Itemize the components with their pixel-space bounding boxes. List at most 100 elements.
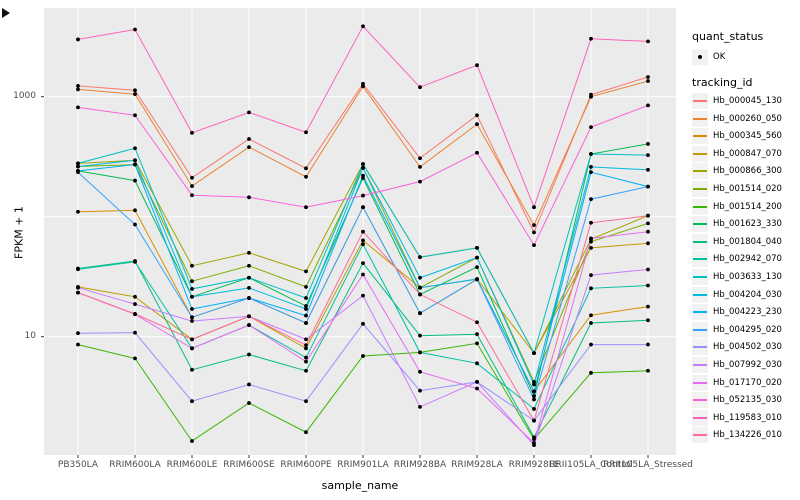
point-marker — [646, 79, 650, 83]
point-marker — [646, 229, 650, 234]
point-marker — [304, 337, 308, 342]
point-marker — [532, 394, 536, 398]
point-marker — [361, 272, 365, 277]
point-marker — [646, 304, 650, 309]
point-marker — [475, 320, 479, 325]
y-tick-label-10: 10 — [24, 331, 36, 341]
point-marker — [418, 156, 422, 161]
point-marker — [76, 267, 80, 272]
point-marker — [304, 368, 308, 373]
series-line-swatch-icon — [692, 163, 708, 180]
point-marker — [418, 350, 422, 355]
x-tick-label: RRIM600SE — [223, 460, 275, 470]
point-marker — [304, 130, 308, 135]
point-marker — [247, 137, 251, 141]
point-marker — [304, 313, 308, 318]
point-marker — [646, 342, 650, 347]
point-marker — [589, 125, 593, 130]
point-marker — [133, 27, 137, 32]
point-marker — [247, 275, 251, 280]
point-marker — [304, 343, 308, 348]
point-marker — [418, 275, 422, 280]
point-marker — [532, 407, 536, 411]
point-marker — [247, 314, 251, 319]
point-marker — [133, 146, 137, 151]
x-tick-label: RRIM901LA — [337, 460, 389, 470]
point-marker — [646, 184, 650, 189]
point-marker — [589, 170, 593, 175]
legend-item-label: Hb_000866_300 — [713, 166, 782, 177]
point-marker — [475, 255, 479, 260]
point-marker — [304, 304, 308, 308]
point-marker — [532, 418, 536, 423]
point-marker — [190, 337, 194, 342]
point-marker — [304, 269, 308, 274]
point-marker — [76, 342, 80, 347]
point-marker — [247, 323, 251, 327]
point-marker — [475, 245, 479, 250]
legend-item-label: Hb_001623_330 — [713, 219, 782, 230]
legend-item-label: Hb_000045_130 — [713, 96, 782, 106]
point-marker — [304, 430, 308, 435]
series-line-swatch-icon — [692, 181, 708, 197]
point-marker — [418, 333, 422, 338]
point-marker — [190, 315, 194, 320]
point-marker — [190, 294, 194, 299]
point-marker — [646, 167, 650, 172]
point-marker — [589, 313, 593, 318]
point-marker — [361, 166, 365, 170]
point-marker — [133, 113, 137, 118]
point-marker — [190, 175, 194, 180]
point-marker — [133, 260, 137, 264]
legend-item-label: Hb_052135_030 — [713, 395, 782, 406]
point-marker — [646, 103, 650, 108]
legend-item-label: OK — [713, 52, 726, 62]
series-line-swatch-icon — [692, 233, 708, 250]
point-marker — [76, 285, 80, 290]
point-marker — [418, 311, 422, 316]
point-marker — [190, 130, 194, 135]
series-line-swatch-icon — [692, 110, 708, 127]
point-marker — [304, 346, 308, 351]
point-marker — [589, 197, 593, 202]
point-marker — [418, 255, 422, 260]
point-marker — [76, 161, 80, 166]
legend-item-label: Hb_002942_070 — [713, 254, 782, 265]
legend-item-label: Hb_003633_130 — [713, 272, 782, 282]
x-tick-label: RRIM600LE — [167, 460, 218, 470]
series-line-swatch-icon — [692, 198, 708, 215]
point-marker — [76, 84, 80, 88]
legend-item-label: Hb_007992_030 — [713, 360, 782, 370]
legend-title-tracking-id: tracking_id — [692, 76, 753, 89]
x-tick-label: PB350LA — [58, 460, 99, 470]
point-marker — [361, 24, 365, 29]
x-tick-label: RRIM928LA — [451, 460, 503, 470]
point-marker — [589, 236, 593, 241]
legend-item-label: Hb_000260_050 — [713, 113, 782, 124]
point-marker — [589, 273, 593, 278]
point-marker — [418, 165, 422, 169]
point-marker — [532, 389, 536, 394]
point-marker — [361, 193, 365, 198]
legend-item-label: Hb_004295_020 — [713, 324, 782, 335]
point-marker — [304, 307, 308, 311]
x-tick-label: RRIM600PE — [280, 460, 332, 470]
series-line-swatch-icon — [692, 357, 708, 373]
point-marker — [190, 319, 194, 323]
point-marker — [190, 184, 194, 188]
point-marker — [475, 150, 479, 155]
point-marker — [76, 331, 80, 336]
point-marker — [247, 401, 251, 405]
point-marker — [304, 321, 308, 325]
point-marker — [133, 158, 137, 163]
point-marker — [190, 287, 194, 291]
point-marker — [133, 88, 137, 93]
legend-title-quant-status: quant_status — [692, 30, 764, 43]
point-marker — [418, 85, 422, 90]
point-marker — [646, 75, 650, 79]
point-marker — [646, 318, 650, 323]
point-marker — [133, 222, 137, 227]
point-marker — [247, 352, 251, 357]
point-marker — [589, 165, 593, 169]
